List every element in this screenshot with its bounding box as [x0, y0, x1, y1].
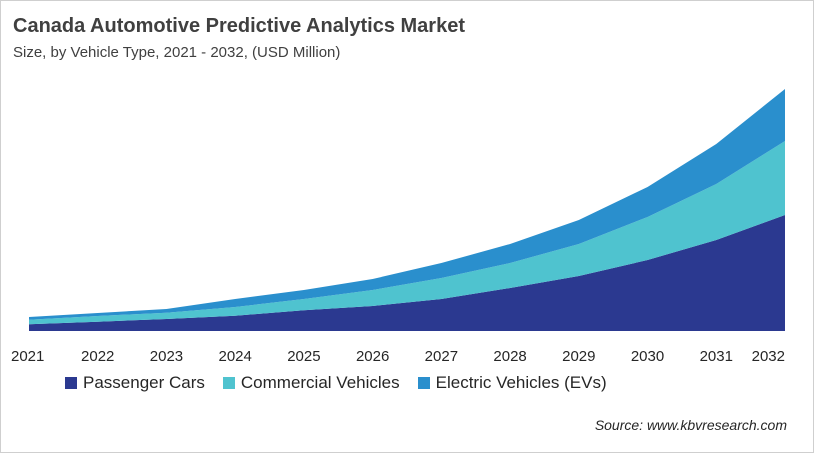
x-tick-label: 2021 [11, 348, 44, 365]
area-series-passenger-cars [29, 215, 785, 331]
x-tick-label: 2028 [493, 348, 526, 365]
x-tick-label: 2022 [81, 348, 114, 365]
legend-label: Commercial Vehicles [240, 373, 400, 392]
legend-swatch [65, 377, 77, 389]
x-tick-label: 2030 [631, 348, 664, 365]
legend-label: Passenger Cars [83, 373, 205, 392]
legend: Passenger Cars Commercial Vehicles Elect… [65, 373, 607, 393]
x-tick-label: 2025 [287, 348, 320, 365]
legend-swatch [222, 377, 235, 389]
area-series-commercial-vehicles [29, 141, 785, 325]
x-tick-label: 2027 [425, 348, 458, 365]
legend-item-passenger-cars: Passenger Cars [65, 373, 205, 393]
legend-label: Electric Vehicles (EVs) [435, 373, 607, 392]
x-tick-label: 2031 [700, 348, 733, 365]
legend-item-electric-vehicles: Electric Vehicles (EVs) [417, 373, 607, 393]
x-tick-label: 2024 [218, 348, 251, 365]
x-tick-label: 2026 [356, 348, 389, 365]
area-series-electric-vehicles-evs [29, 89, 785, 320]
x-tick-label: 2029 [562, 348, 595, 365]
chart-title: Canada Automotive Predictive Analytics M… [13, 15, 465, 37]
source-note: Source: www.kbvresearch.com [594, 417, 787, 433]
chart-subtitle: Size, by Vehicle Type, 2021 - 2032, (USD… [13, 44, 341, 61]
x-tick-label: 2023 [150, 348, 183, 365]
legend-item-commercial-vehicles: Commercial Vehicles [222, 373, 400, 393]
x-tick-label: 2032 [752, 348, 785, 365]
area-chart: 2021 2022 2023 2024 2025 2026 2027 2028 2029 2030… [11, 89, 785, 365]
legend-swatch [417, 377, 430, 389]
